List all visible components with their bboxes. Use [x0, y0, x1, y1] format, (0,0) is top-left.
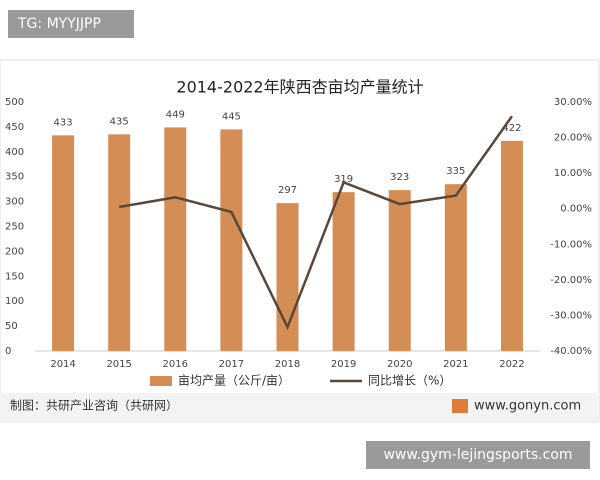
bar [164, 127, 187, 351]
y-tick-label: 500 [5, 97, 24, 108]
data-label: 435 [110, 116, 129, 127]
y2-tick-label: -10.00% [550, 239, 592, 250]
data-label: 433 [54, 117, 73, 128]
legend-swatch [150, 376, 172, 386]
logo: www.gonyn.com [474, 399, 581, 414]
y2-tick-label: -30.00% [550, 310, 592, 321]
y2-tick-label: 10.00% [554, 168, 592, 179]
y-tick-label: 250 [5, 222, 24, 233]
y2-tick-label: -20.00% [550, 275, 592, 286]
y-tick-label: 50 [5, 321, 18, 332]
watermark: TG: MYYJJPP [17, 16, 101, 32]
chart-title: 2014-2022年陕西杏亩均产量统计 [176, 78, 423, 97]
data-label: 422 [502, 123, 521, 134]
x-tick-label: 2018 [275, 359, 300, 370]
y2-tick-label: 0.00% [560, 204, 592, 215]
data-label: 319 [334, 174, 353, 185]
bar [108, 134, 131, 351]
x-tick-label: 2016 [163, 359, 188, 370]
data-label: 323 [390, 172, 409, 183]
y2-tick-label: 20.00% [554, 133, 592, 144]
legend-label: 亩均产量（公斤/亩） [178, 373, 290, 388]
footer-box [366, 441, 590, 469]
y2-tick-label: 30.00% [554, 97, 592, 108]
bar [220, 129, 243, 351]
bar [444, 184, 467, 351]
chart-frame [0, 59, 600, 423]
y2-tick-label: -40.00% [550, 346, 592, 357]
bar [332, 192, 355, 351]
data-label: 297 [278, 185, 297, 196]
bar [52, 135, 75, 351]
bar [500, 140, 523, 351]
y-tick-label: 200 [5, 246, 24, 257]
data-label: 449 [166, 109, 185, 120]
x-tick-label: 2014 [50, 359, 75, 370]
data-label: 335 [446, 166, 465, 177]
source: 制图：共研产业咨询（共研网） [10, 398, 178, 413]
y-tick-label: 350 [5, 172, 24, 183]
logo-icon [452, 399, 468, 413]
y-tick-label: 100 [5, 296, 24, 307]
bar [388, 190, 411, 351]
y-tick-label: 0 [5, 346, 11, 357]
watermark-box [8, 10, 134, 38]
x-tick-label: 2020 [387, 359, 412, 370]
x-tick-label: 2021 [443, 359, 468, 370]
legend-label: 同比增长（%） [368, 374, 451, 388]
y-tick-label: 450 [5, 122, 24, 133]
x-tick-label: 2015 [106, 359, 131, 370]
line [118, 115, 513, 331]
x-tick-label: 2022 [499, 359, 524, 370]
source-band [0, 393, 599, 422]
y-tick-label: 150 [5, 271, 24, 282]
footer: www.gym-lejingsports.com [383, 447, 572, 463]
y-tick-label: 300 [5, 197, 24, 208]
x-tick-label: 2019 [331, 359, 356, 370]
x-tick-label: 2017 [219, 359, 244, 370]
y-tick-label: 400 [5, 147, 24, 158]
data-label: 445 [222, 111, 241, 122]
